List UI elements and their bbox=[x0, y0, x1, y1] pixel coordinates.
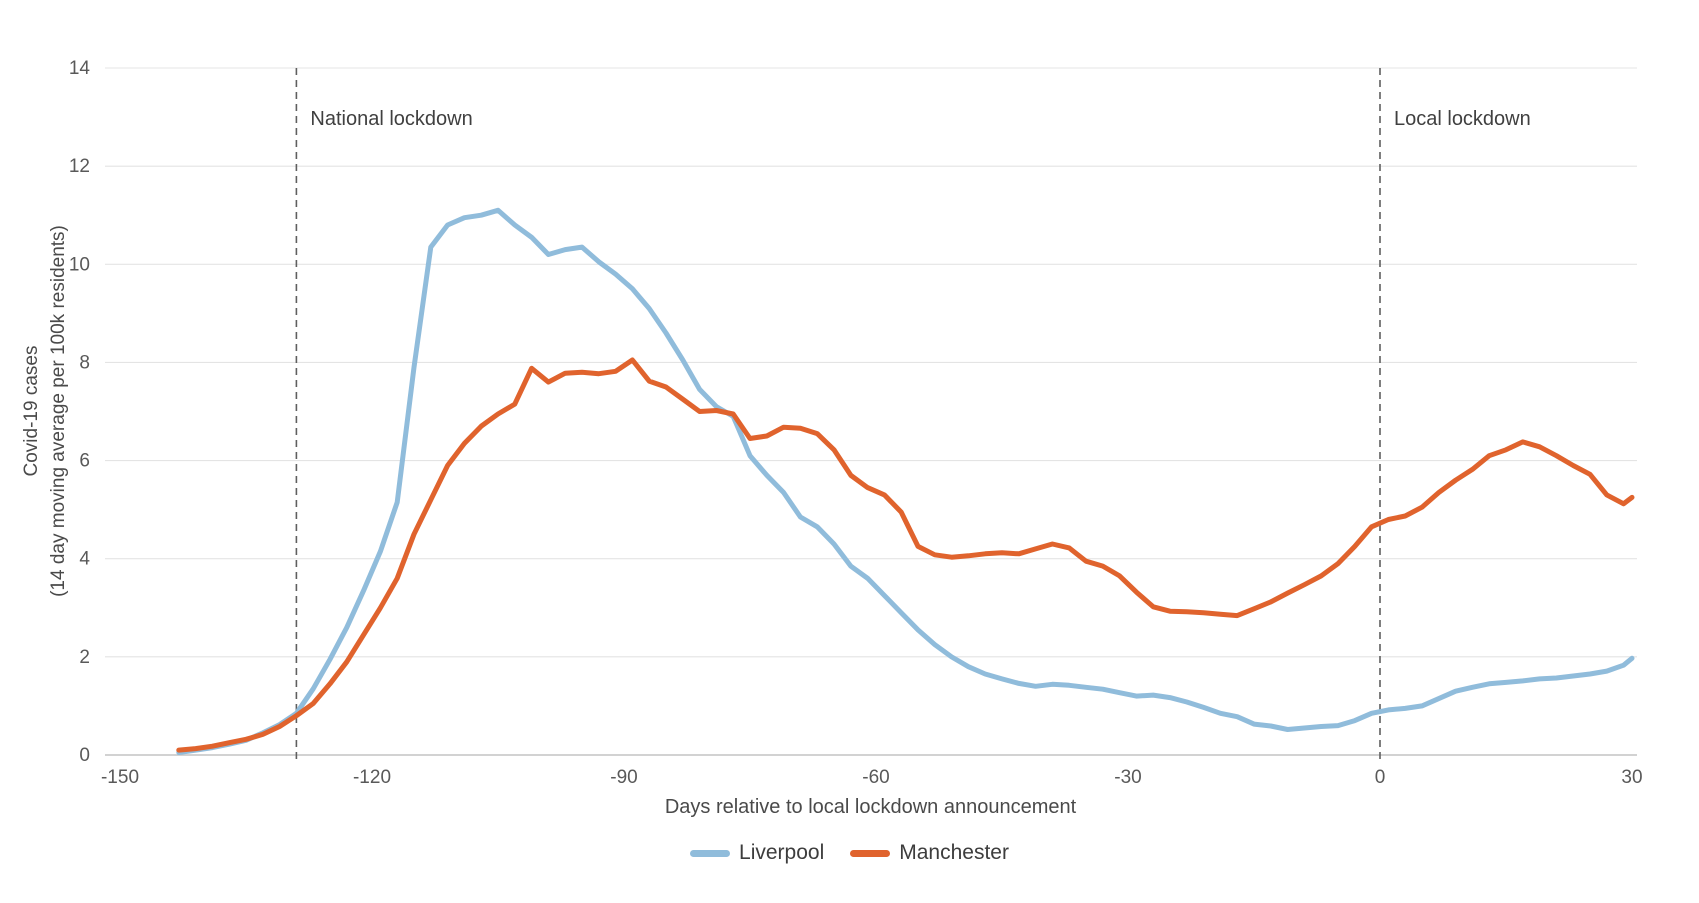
x-tick-label--150: -150 bbox=[101, 767, 139, 788]
legend-item-manchester: Manchester bbox=[850, 841, 1009, 865]
legend-label-manchester: Manchester bbox=[899, 841, 1009, 864]
y-tick-label-14: 14 bbox=[69, 58, 91, 79]
x-tick-label--90: -90 bbox=[610, 767, 637, 788]
series-line-liverpool bbox=[176, 207, 1635, 755]
y-tick-label-6: 6 bbox=[79, 451, 90, 472]
local-lockdown-label: Local lockdown bbox=[1394, 108, 1531, 130]
y-axis-title-line1: Covid-19 cases bbox=[21, 345, 43, 477]
y-tick-label-4: 4 bbox=[79, 549, 90, 570]
legend-item-liverpool: Liverpool bbox=[690, 841, 824, 865]
x-tick-label--120: -120 bbox=[353, 767, 391, 788]
y-tick-label-10: 10 bbox=[69, 254, 90, 275]
x-tick-label-30: 30 bbox=[1621, 767, 1642, 788]
x-tick-label--30: -30 bbox=[1114, 767, 1141, 788]
x-tick-label--60: -60 bbox=[862, 767, 889, 788]
y-tick-label-0: 0 bbox=[79, 745, 90, 766]
liverpool-line-swatch bbox=[690, 849, 731, 857]
y-tick-label-8: 8 bbox=[79, 352, 90, 373]
series-line-manchester bbox=[176, 357, 1635, 753]
y-axis-title: Covid-19 cases (14 day moving average pe… bbox=[19, 51, 73, 771]
legend-label-liverpool: Liverpool bbox=[739, 841, 825, 864]
x-tick-label-0: 0 bbox=[1375, 767, 1386, 788]
y-tick-label-12: 12 bbox=[69, 156, 90, 177]
national-lockdown-label: National lockdown bbox=[310, 108, 473, 130]
x-axis-title: Days relative to local lockdown announce… bbox=[664, 796, 1077, 818]
legend: Liverpool Manchester bbox=[0, 841, 1699, 865]
y-tick-label-2: 2 bbox=[79, 647, 90, 668]
y-axis-title-line2: (14 day moving average per 100k resident… bbox=[48, 225, 69, 597]
manchester-line-swatch bbox=[850, 849, 891, 857]
